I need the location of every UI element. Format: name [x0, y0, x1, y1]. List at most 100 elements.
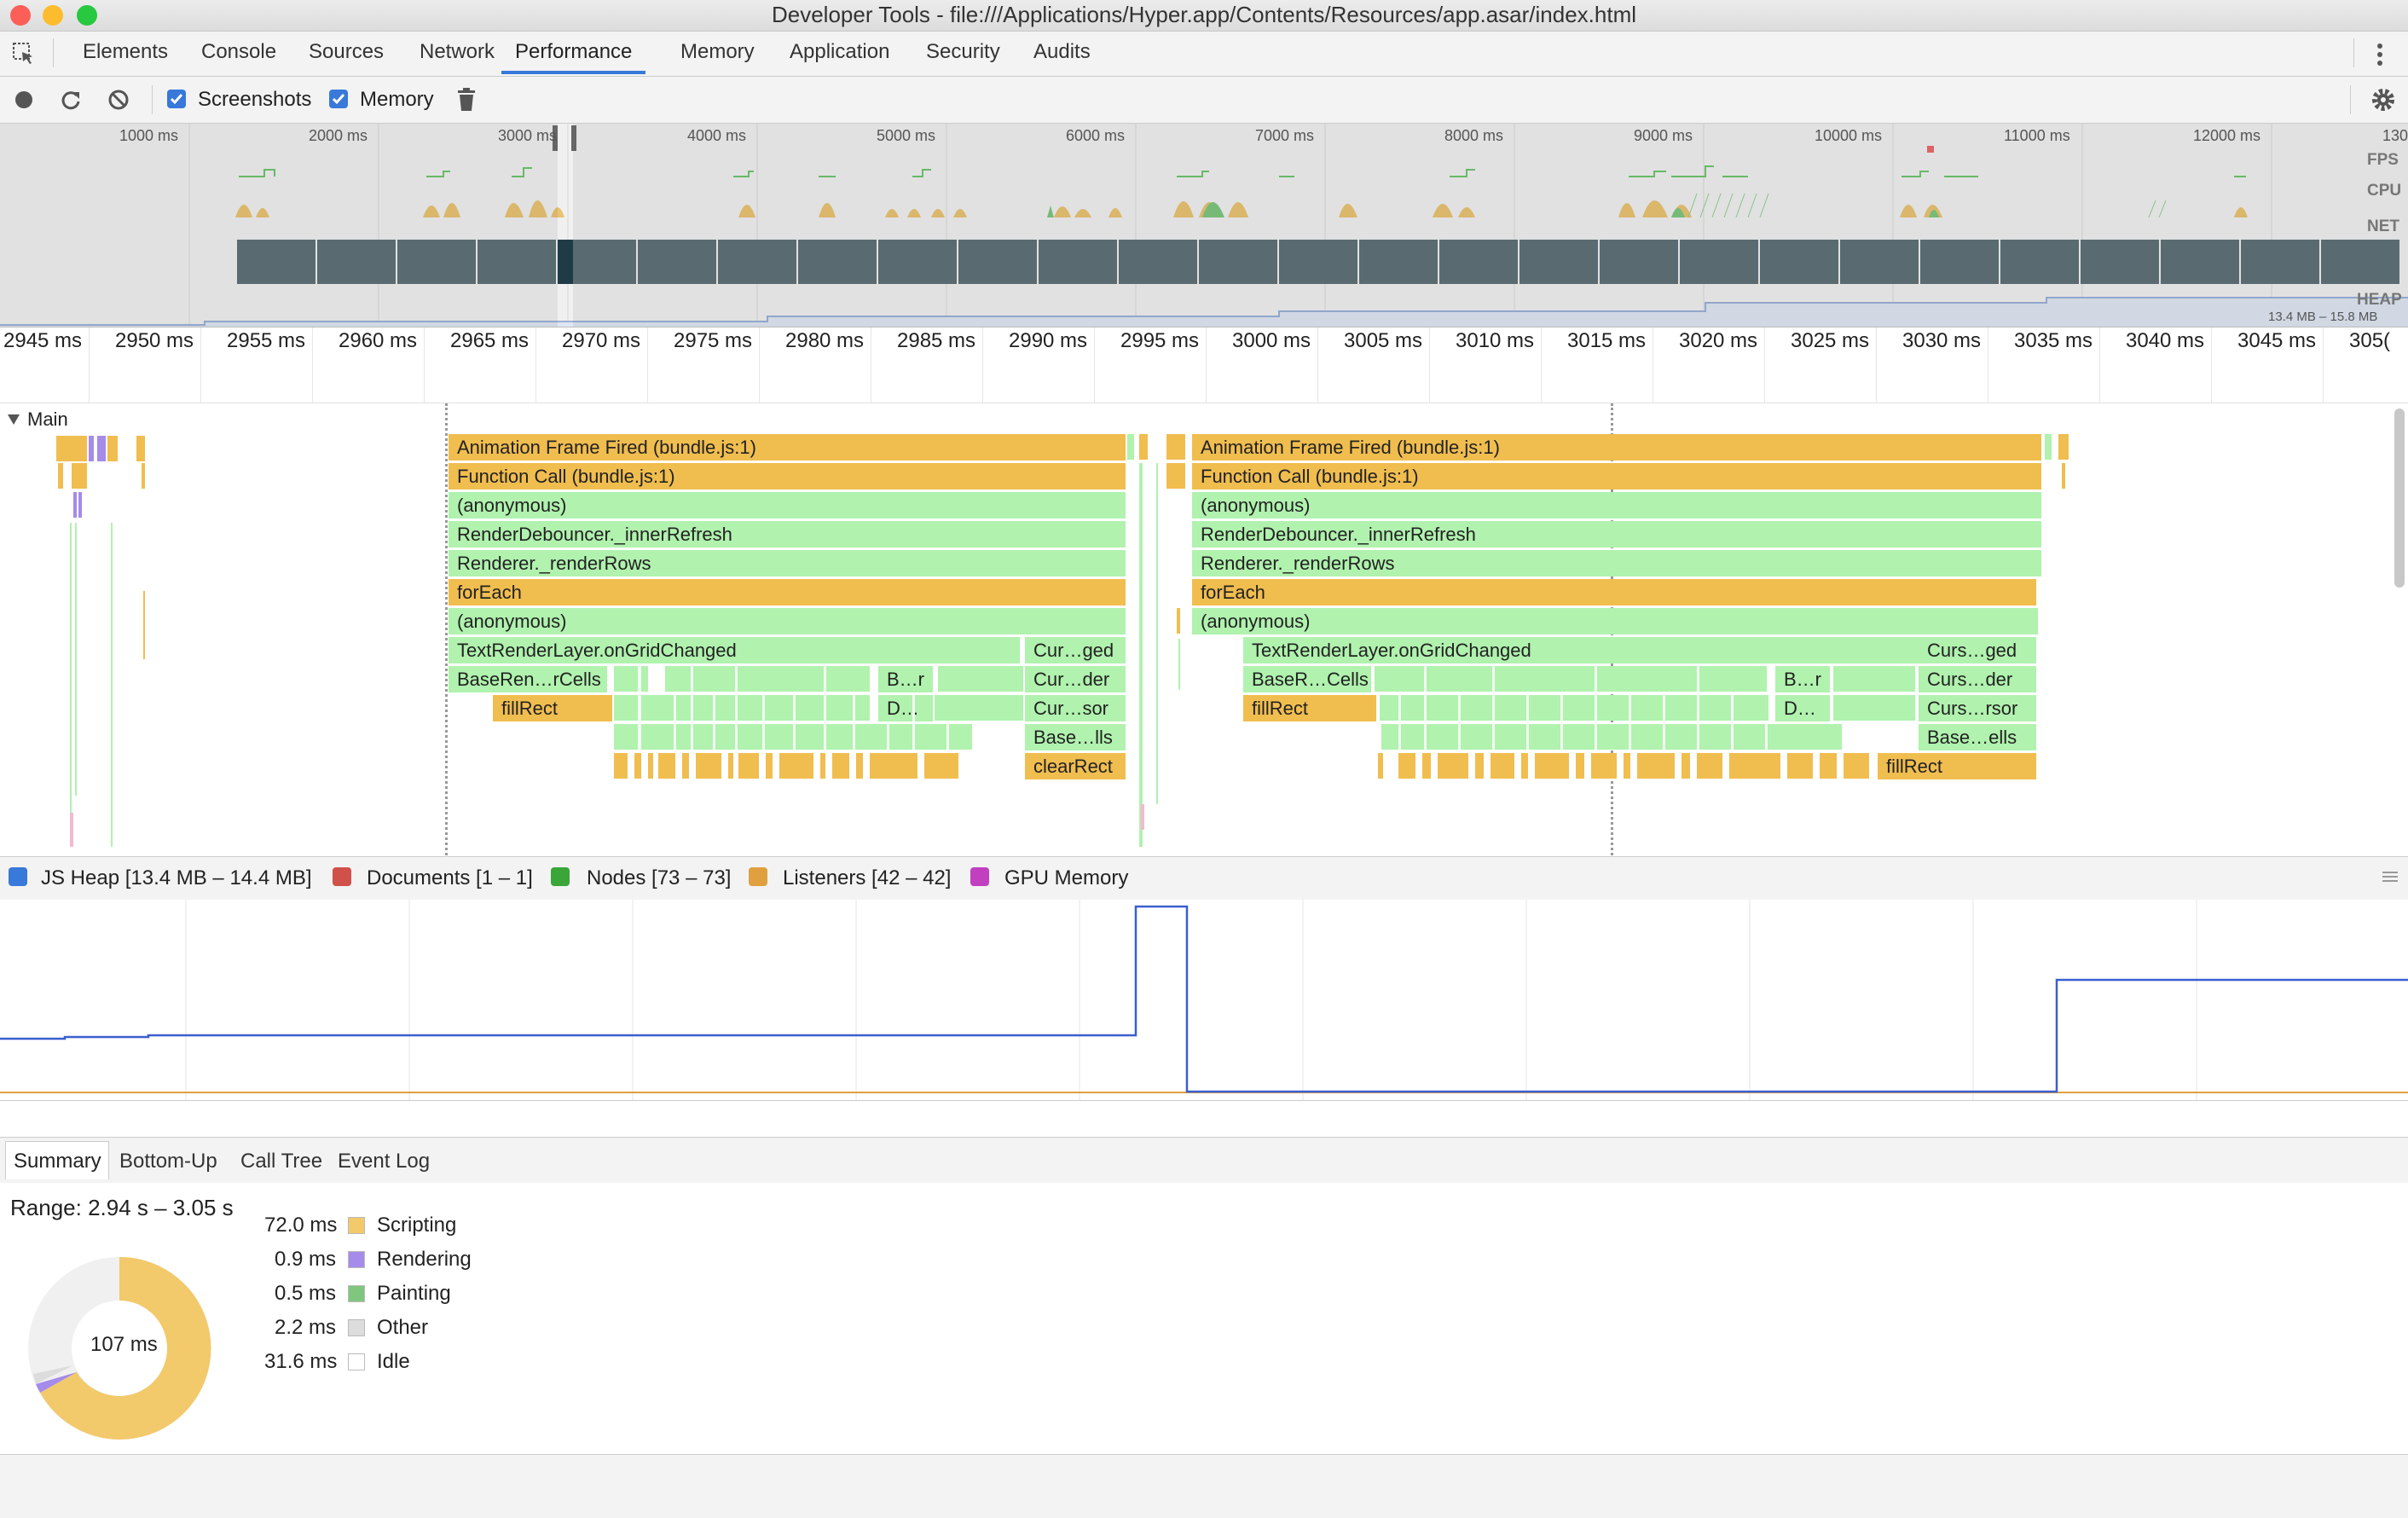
flame-event[interactable]: forEach — [1192, 579, 2036, 605]
overview-tick: 4000 ms — [687, 127, 747, 144]
fps-label: FPS — [2367, 151, 2399, 169]
screenshots-label: Screenshots — [198, 88, 312, 111]
summary-label: Rendering — [377, 1248, 472, 1271]
tab-elements[interactable]: Elements — [83, 40, 169, 63]
tab-security[interactable]: Security — [926, 40, 1000, 63]
clear-icon[interactable] — [107, 89, 130, 115]
heap-range: 13.4 MB – 15.8 MB — [2268, 310, 2378, 324]
memory-checkbox[interactable] — [329, 90, 348, 108]
details-tab-bar: Summary Bottom-Up Call Tree Event Log — [0, 1137, 2408, 1184]
nodes-checkbox[interactable] — [551, 867, 570, 886]
ruler-tick: 3040 ms — [2126, 329, 2205, 352]
flame-event[interactable]: clearRect — [1025, 753, 1126, 779]
flame-event[interactable]: fillRect — [1243, 695, 1376, 721]
flame-event[interactable]: TextRenderLayer.onGridChanged — [1243, 637, 1922, 663]
flame-event[interactable]: BaseR…Cells — [1243, 666, 1371, 692]
activity-donut-chart — [28, 1256, 211, 1440]
flame-event[interactable]: D… — [1775, 695, 1830, 721]
flame-event[interactable]: (anonymous) — [449, 608, 1126, 634]
tab-console[interactable]: Console — [201, 40, 277, 63]
record-icon[interactable] — [14, 90, 34, 114]
inspect-element-icon[interactable] — [12, 42, 36, 70]
memory-counter-graph[interactable] — [0, 900, 2408, 1101]
settings-gear-icon[interactable] — [2370, 87, 2396, 117]
js-heap-label: JS Heap [13.4 MB – 14.4 MB] — [41, 866, 312, 889]
tab-summary[interactable]: Summary — [14, 1150, 101, 1173]
garbage-collect-icon[interactable] — [457, 88, 476, 116]
screenshots-checkbox[interactable] — [167, 90, 186, 108]
flame-event[interactable]: B…r — [1775, 666, 1830, 692]
flame-event[interactable]: (anonymous) — [1192, 492, 2041, 519]
flame-event[interactable]: Function Call (bundle.js:1) — [449, 463, 1126, 490]
flame-event[interactable]: B…r — [878, 666, 933, 692]
listeners-checkbox[interactable] — [749, 867, 767, 886]
selection-start-marker — [445, 403, 448, 855]
flame-event[interactable]: RenderDebouncer._innerRefresh — [449, 521, 1126, 548]
reload-record-icon[interactable] — [60, 89, 82, 115]
heap-line-graph — [0, 900, 2408, 1100]
status-footer — [0, 1455, 2408, 1518]
flame-event[interactable]: Base…ells — [1919, 724, 2036, 750]
flame-event[interactable]: D… — [878, 695, 933, 721]
documents-checkbox[interactable] — [333, 867, 351, 886]
flame-event[interactable]: (anonymous) — [449, 492, 1126, 519]
ruler-tick: 305( — [2349, 329, 2391, 352]
listeners-label: Listeners [42 – 42] — [783, 866, 952, 889]
time-ruler — [0, 327, 2408, 403]
tab-call-tree[interactable]: Call Tree — [240, 1150, 323, 1173]
flame-event[interactable]: Cur…sor — [1025, 695, 1126, 721]
tab-event-log[interactable]: Event Log — [338, 1150, 431, 1173]
flame-event[interactable]: Function Call (bundle.js:1) — [1192, 463, 2041, 490]
overview-graph — [0, 124, 2408, 327]
summary-value: 0.9 ms — [275, 1248, 337, 1271]
flame-event[interactable]: Cur…ged — [1025, 637, 1126, 663]
ruler-tick: 3010 ms — [1456, 329, 1535, 352]
overview-tick: 8000 ms — [1444, 127, 1504, 144]
overview-tick: 5000 ms — [877, 127, 936, 144]
flame-event[interactable]: fillRect — [493, 695, 612, 721]
timeline-overview[interactable]: 1000 ms 2000 ms 3000 ms 4000 ms 5000 ms … — [0, 124, 2408, 327]
flame-event[interactable]: Cur…der — [1025, 666, 1126, 692]
flame-event[interactable]: RenderDebouncer._innerRefresh — [1192, 521, 2041, 548]
flame-event[interactable]: forEach — [449, 579, 1126, 605]
flame-event[interactable]: Animation Frame Fired (bundle.js:1) — [449, 434, 1126, 461]
flame-event[interactable]: Curs…ged — [1919, 637, 2036, 663]
minimize-window-button[interactable] — [43, 5, 63, 26]
more-options-icon[interactable] — [2376, 42, 2384, 72]
tab-network[interactable]: Network — [420, 40, 495, 63]
window-title: Developer Tools - file:///Applications/H… — [771, 2, 1637, 27]
expand-main-icon[interactable] — [7, 414, 20, 430]
overview-tick: 6000 ms — [1066, 127, 1126, 144]
tab-application[interactable]: Application — [790, 40, 890, 63]
flame-event[interactable]: Renderer._renderRows — [1192, 550, 2041, 576]
flame-event[interactable]: fillRect — [1878, 753, 2036, 779]
overview-tick: 12000 ms — [2193, 127, 2261, 144]
flame-event[interactable]: Curs…der — [1919, 666, 2036, 692]
ruler-tick: 2945 ms — [3, 329, 83, 352]
tab-audits[interactable]: Audits — [1033, 40, 1091, 63]
documents-label: Documents [1 – 1] — [367, 866, 533, 889]
tab-bottom-up[interactable]: Bottom-Up — [119, 1150, 217, 1173]
overview-tick: 9000 ms — [1634, 127, 1693, 144]
tab-performance[interactable]: Performance — [501, 40, 646, 74]
zoom-window-button[interactable] — [77, 5, 97, 26]
tab-sources[interactable]: Sources — [309, 40, 385, 63]
close-window-button[interactable] — [10, 5, 31, 26]
js-heap-checkbox[interactable] — [9, 867, 27, 886]
flame-event[interactable]: Curs…rsor — [1919, 695, 2036, 721]
flame-event[interactable]: BaseRen…rCells — [449, 666, 607, 692]
gpu-memory-checkbox[interactable] — [970, 867, 989, 886]
ruler-tick: 2985 ms — [897, 329, 976, 352]
scripting-swatch — [348, 1217, 365, 1234]
flame-event[interactable]: TextRenderLayer.onGridChanged — [449, 637, 1020, 663]
legend-menu-icon[interactable] — [2382, 871, 2398, 887]
vertical-scrollbar[interactable] — [2394, 408, 2405, 588]
main-thread-flame-chart[interactable]: Main Animation Frame Fired (bundle.js:1)… — [0, 403, 2408, 855]
flame-event[interactable]: Animation Frame Fired (bundle.js:1) — [1192, 434, 2041, 461]
flame-event[interactable]: Renderer._renderRows — [449, 550, 1126, 576]
flame-event[interactable]: Base…lls — [1025, 724, 1126, 750]
net-label: NET — [2367, 217, 2399, 235]
tab-memory[interactable]: Memory — [680, 40, 755, 63]
ruler-tick: 3045 ms — [2237, 329, 2317, 352]
flame-event[interactable]: (anonymous) — [1192, 608, 2038, 634]
